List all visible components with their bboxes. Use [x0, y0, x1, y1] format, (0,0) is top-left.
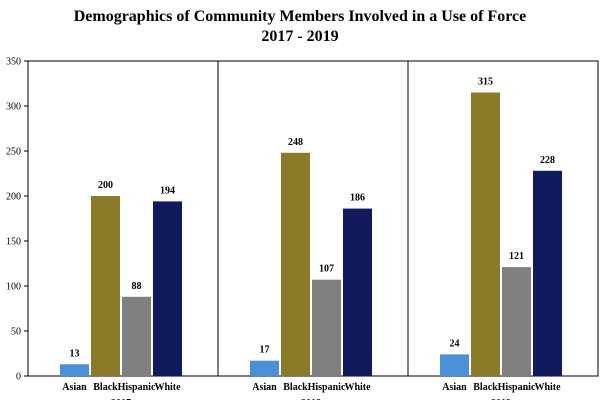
y-tick-label: 300: [6, 102, 21, 113]
category-label: Asian: [442, 382, 467, 393]
chart-title: Demographics of Community Members Involv…: [73, 8, 527, 25]
y-tick-label: 100: [6, 282, 21, 293]
data-label: 17: [260, 345, 270, 356]
data-label: 88: [132, 281, 142, 292]
data-label: 186: [350, 193, 365, 204]
bar-white: [533, 170, 562, 376]
y-tick-label: 0: [16, 372, 21, 383]
data-label: 121: [509, 251, 524, 262]
bar-black: [281, 152, 310, 376]
panel-label: 2018: [301, 398, 321, 400]
data-label: 107: [319, 264, 334, 275]
bar-white: [343, 208, 372, 376]
bar-asian: [250, 360, 279, 376]
chart-subtitle: 2017 - 2019: [261, 28, 339, 45]
y-tick-label: 200: [6, 192, 21, 203]
category-label: Black: [473, 382, 498, 393]
category-label: Asian: [252, 382, 277, 393]
category-label: Hispanic: [498, 382, 536, 393]
bar-hispanic: [122, 296, 151, 376]
bar-black: [91, 196, 120, 376]
category-label: Hispanic: [118, 382, 156, 393]
y-tick-label: 250: [6, 147, 21, 158]
category-label: Black: [283, 382, 308, 393]
panel-label: 2019: [491, 398, 511, 400]
data-label: 24: [450, 338, 460, 349]
category-label: Hispanic: [308, 382, 346, 393]
y-tick-label: 50: [11, 327, 21, 338]
y-tick-label: 150: [6, 237, 21, 248]
data-label: 228: [540, 155, 555, 166]
data-label: 315: [478, 77, 493, 88]
bar-black: [471, 92, 500, 376]
category-label: White: [534, 382, 561, 393]
bar-hispanic: [502, 267, 531, 376]
data-label: 194: [160, 185, 175, 196]
bar-asian: [440, 354, 469, 376]
bar-hispanic: [312, 279, 341, 376]
data-label: 248: [288, 137, 303, 148]
bar-asian: [60, 364, 89, 376]
data-label: 13: [70, 348, 80, 359]
bar-white: [153, 201, 182, 376]
panel-label: 2017: [111, 398, 131, 400]
category-label: White: [344, 382, 371, 393]
category-label: White: [154, 382, 181, 393]
category-label: Asian: [62, 382, 87, 393]
data-label: 200: [98, 180, 113, 191]
category-label: Black: [93, 382, 118, 393]
y-tick-label: 350: [6, 57, 21, 68]
